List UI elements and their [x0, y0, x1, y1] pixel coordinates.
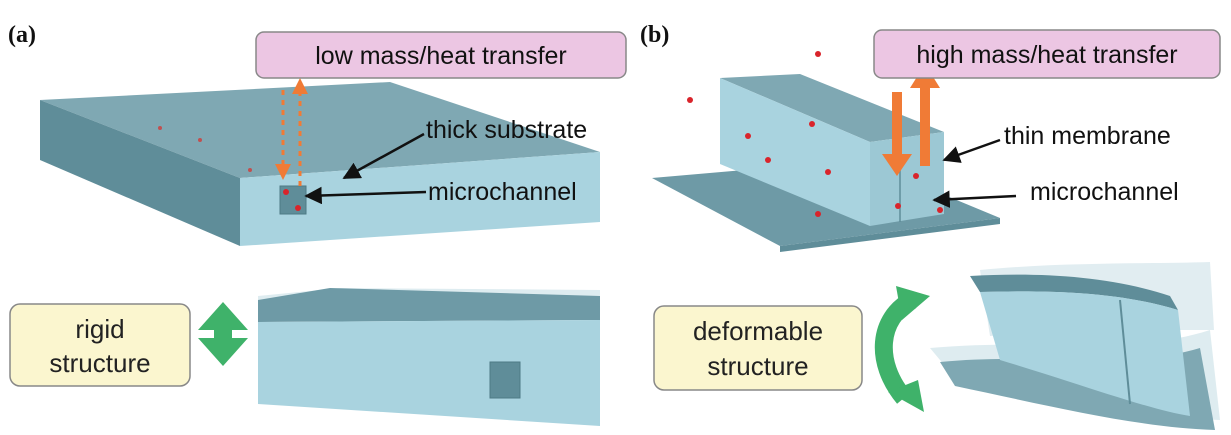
particle [745, 133, 751, 139]
substrate-top-face [40, 82, 600, 178]
deformable-structure-line2: structure [707, 351, 808, 381]
callout-line-membrane [942, 138, 1001, 163]
rigid-block [258, 288, 600, 426]
rigid-block-front [258, 320, 600, 426]
panel-a: (a) low mass/heat transfer thick [8, 22, 627, 426]
particle [809, 121, 815, 127]
deformable-curved-arrow [874, 286, 930, 412]
callout-thick-substrate: thick substrate [426, 116, 587, 144]
base-plate-edge [780, 218, 1000, 252]
arrow-up-head [292, 78, 308, 94]
high-transfer-label: high mass/heat transfer [916, 41, 1177, 69]
particle [158, 126, 162, 130]
thick-substrate-block [40, 82, 600, 246]
low-transfer-arrows [275, 78, 308, 186]
particle [283, 189, 289, 195]
particle [825, 169, 831, 175]
rigid-microchannel [489, 361, 521, 399]
particle [913, 173, 919, 179]
low-transfer-box [255, 31, 627, 79]
callout-line-microchannel-b [932, 190, 1017, 208]
high-transfer-box [873, 29, 1221, 79]
bent-ridge-top [970, 274, 1178, 310]
particle [815, 51, 821, 57]
rigid-structure-line2: structure [49, 348, 150, 378]
callout-line-microchannel-a [304, 186, 427, 205]
low-transfer-label: low mass/heat transfer [315, 42, 567, 70]
callout-microchannel-b: microchannel [1030, 178, 1179, 206]
rigid-block-top [258, 288, 600, 322]
rigid-structure-box [9, 303, 191, 387]
particle [815, 211, 821, 217]
substrate-left-face [40, 100, 240, 246]
panel-b: (b) high mass/heat transf [640, 22, 1221, 430]
panel-b-label: (b) [640, 22, 669, 48]
particle [248, 168, 252, 172]
arrow-down-head-b [882, 154, 912, 176]
rigid-structure-line1: rigid [75, 314, 124, 344]
particle [295, 205, 301, 211]
deformable-structure [930, 262, 1220, 430]
ridge-left-face [720, 78, 870, 226]
substrate-front-face [240, 152, 600, 246]
ridge-front-face [870, 132, 944, 226]
arrow-down-head [275, 164, 291, 180]
deformable-structure-line1: deformable [693, 316, 823, 346]
particle [765, 157, 771, 163]
bent-ridge-face [980, 291, 1190, 416]
deformable-structure-box [653, 305, 863, 391]
ridge-top [720, 74, 944, 142]
callout-line-substrate [342, 132, 425, 180]
particle [895, 203, 901, 209]
callout-thin-membrane: thin membrane [1004, 122, 1171, 150]
particle [198, 138, 202, 142]
rigid-double-arrow [198, 302, 248, 366]
panel-a-label: (a) [8, 22, 36, 48]
particle [937, 207, 943, 213]
callout-microchannel-a: microchannel [428, 178, 577, 206]
particle [687, 97, 693, 103]
